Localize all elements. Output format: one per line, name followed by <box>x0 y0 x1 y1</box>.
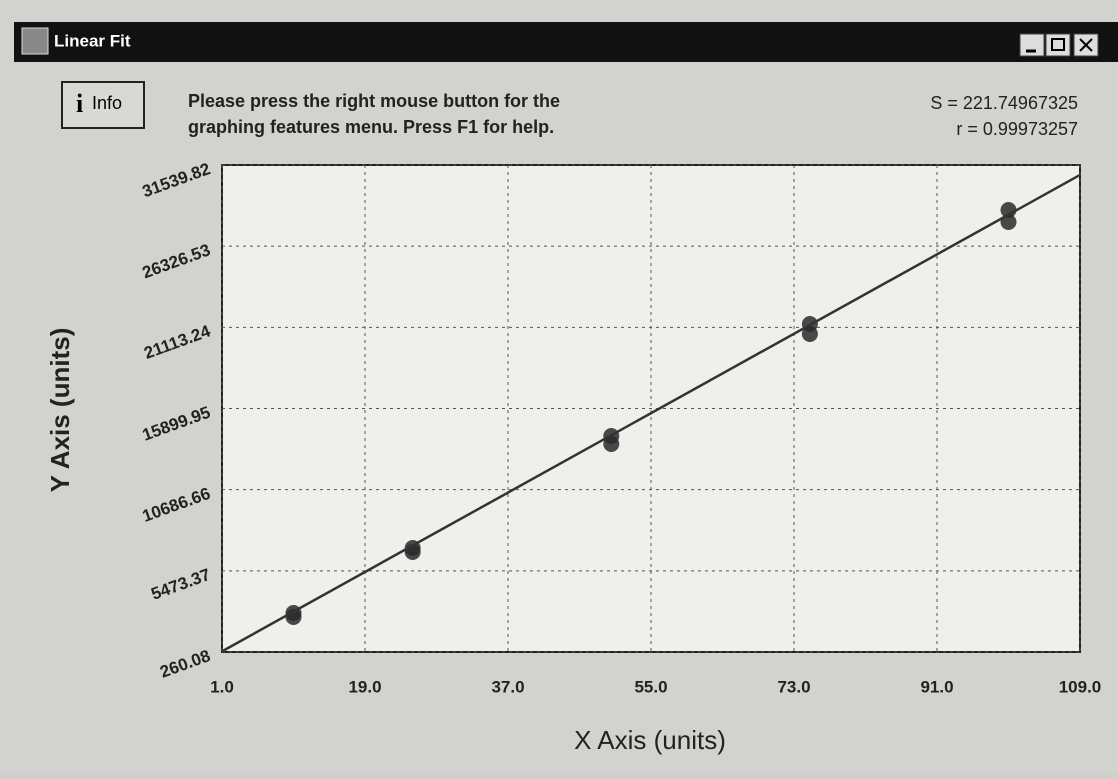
x-tick-label: 1.0 <box>210 677 234 696</box>
stat-r: r = 0.99973257 <box>956 119 1078 139</box>
x-tick-label: 19.0 <box>348 677 381 696</box>
x-axis-label: X Axis (units) <box>574 725 726 755</box>
x-tick-label: 55.0 <box>634 677 667 696</box>
help-message: Please press the right mouse button for … <box>188 91 560 111</box>
x-tick-label: 73.0 <box>777 677 810 696</box>
x-tick-label: 91.0 <box>920 677 953 696</box>
page: Linear Fit i Info Please press the right… <box>0 0 1118 774</box>
info-icon: i <box>76 89 83 118</box>
info-button[interactable]: i Info <box>62 82 144 128</box>
minimize-button[interactable] <box>1020 34 1044 56</box>
window-controls <box>1020 34 1098 56</box>
window-title: Linear Fit <box>54 31 131 50</box>
y-axis-label: Y Axis (units) <box>45 328 75 493</box>
title-bar <box>14 22 1118 62</box>
x-tick-label: 109.0 <box>1059 677 1102 696</box>
stat-s: S = 221.74967325 <box>930 93 1078 113</box>
app-icon <box>22 28 48 54</box>
x-tick-label: 37.0 <box>491 677 524 696</box>
info-label: Info <box>92 93 122 113</box>
window: Linear Fit i Info Please press the right… <box>0 0 1118 774</box>
help-message: graphing features menu. Press F1 for hel… <box>188 117 554 137</box>
maximize-button[interactable] <box>1046 34 1070 56</box>
